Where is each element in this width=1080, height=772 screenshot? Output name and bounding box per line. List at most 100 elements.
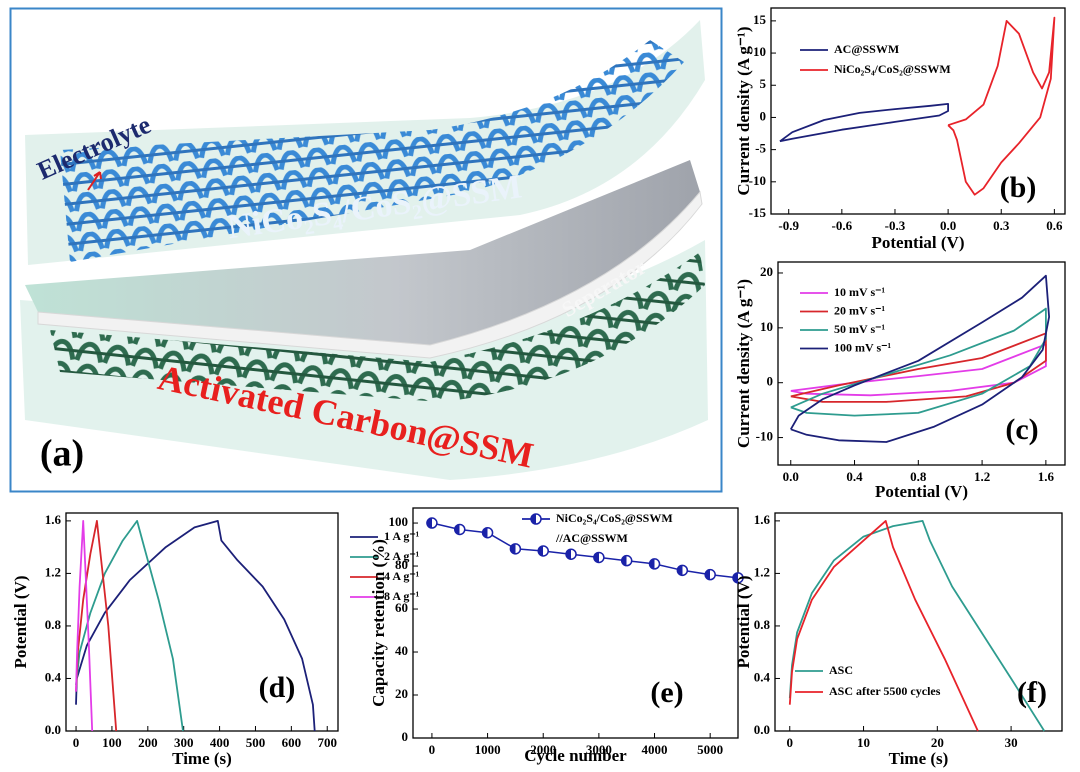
marker (509, 543, 522, 555)
series-line (75, 520, 184, 732)
y-tick-label: 100 (389, 514, 409, 529)
legend-label: 8 A g⁻¹ (384, 589, 420, 603)
x-tick-label: 700 (317, 735, 337, 750)
arrow (87, 171, 102, 191)
marker (593, 551, 605, 564)
y-tick-label: 10 (753, 44, 766, 59)
panel-label: (c) (1005, 413, 1038, 446)
legend-label: ASC after 5500 cycles (829, 684, 941, 698)
x-tick-label: -0.6 (832, 218, 853, 233)
plot-frame (777, 261, 1066, 466)
y-tick-label: 80 (395, 557, 408, 572)
y-tick-label: 0.8 (45, 617, 62, 632)
y-tick-label: 15 (753, 12, 767, 27)
legend-label: 1 A g⁻¹ (384, 529, 420, 543)
x-tick-label: 0 (429, 742, 436, 757)
x-axis-label: Time (s) (889, 749, 949, 768)
marker (426, 517, 438, 529)
x-tick-label: 1000 (475, 742, 501, 757)
y-tick-label: 0 (767, 374, 774, 389)
series-line (790, 274, 1050, 443)
legend-label: AC@SSWM (834, 42, 899, 56)
plot-frame (774, 512, 1063, 732)
y-tick-label: -15 (749, 205, 767, 220)
x-tick-label: 0.8 (910, 469, 927, 484)
y-axis-label: Current density (A g⁻¹) (734, 279, 753, 448)
x-axis-label: Time (s) (172, 749, 232, 768)
x-tick-label: 0 (73, 735, 80, 750)
plot-frame (65, 512, 339, 732)
series-line (790, 332, 1047, 403)
y-tick-label: 1.6 (754, 512, 771, 527)
y-tick-label: -10 (749, 173, 766, 188)
x-tick-label: -0.3 (885, 218, 906, 233)
x-tick-label: 20 (931, 735, 944, 750)
legend-label: //AC@SSWM (555, 531, 628, 545)
panel-label: (f) (1017, 676, 1047, 709)
x-tick-label: 100 (102, 735, 122, 750)
x-tick-label: 1.2 (974, 469, 990, 484)
marker (704, 568, 716, 581)
y-tick-label: 0.0 (754, 722, 770, 737)
legend-label: 50 mV s⁻¹ (834, 322, 885, 336)
marker (453, 523, 466, 536)
y-axis-label: Current density (A g⁻¹) (734, 26, 753, 195)
series-line (790, 343, 1047, 397)
legend-marker (530, 513, 542, 525)
x-tick-label: 200 (138, 735, 158, 750)
y-tick-label: -10 (756, 429, 773, 444)
x-tick-label: 0.6 (1046, 218, 1063, 233)
y-axis-label: Potential (V) (734, 575, 753, 668)
cathode-mesh (60, 40, 684, 262)
y-tick-label: 20 (760, 264, 773, 279)
legend-label: ASC (829, 663, 853, 677)
y-tick-label: 0.8 (754, 617, 771, 632)
marker (676, 564, 689, 577)
legend-label: 10 mV s⁻¹ (834, 285, 885, 299)
legend-label: 100 mV s⁻¹ (834, 340, 891, 354)
series-line (790, 307, 1047, 417)
x-tick-label: 300 (174, 735, 194, 750)
y-tick-label: 10 (760, 319, 773, 334)
panel-label: (d) (259, 671, 296, 704)
y-tick-label: 1.2 (754, 564, 770, 579)
marker (565, 548, 577, 560)
x-tick-label: -0.9 (778, 218, 799, 233)
legend-label: NiCo₂S₄/CoS₂@SSWM (834, 62, 951, 76)
x-tick-label: 1.6 (1038, 469, 1055, 484)
y-tick-label: 0 (760, 108, 767, 123)
plot-frame (412, 507, 739, 739)
y-tick-label: 0 (402, 729, 409, 744)
y-tick-label: 1.6 (45, 512, 62, 527)
x-tick-label: 0.0 (783, 469, 799, 484)
y-tick-label: 1.2 (45, 564, 61, 579)
plot-frame (770, 7, 1066, 215)
series-line (75, 520, 118, 732)
x-tick-label: 400 (210, 735, 230, 750)
y-tick-label: 0.4 (45, 669, 62, 684)
separator-edge (37, 190, 703, 359)
x-tick-label: 10 (857, 735, 870, 750)
legend-label: 4 A g⁻¹ (384, 569, 420, 583)
x-tick-label: 4000 (642, 742, 668, 757)
x-tick-label: 500 (246, 735, 266, 750)
y-tick-label: -5 (755, 141, 766, 156)
x-axis-label: Cycle number (524, 746, 627, 765)
x-tick-label: 0.3 (993, 218, 1010, 233)
anode-mesh (50, 252, 705, 402)
x-tick-label: 5000 (697, 742, 723, 757)
x-axis-label: Potential (V) (875, 482, 968, 501)
series-line (788, 520, 979, 732)
series-line (947, 16, 1056, 196)
marker (481, 526, 494, 539)
x-tick-label: 0 (787, 735, 794, 750)
x-tick-label: 3000 (586, 742, 612, 757)
legend-label: NiCo₂S₄/CoS₂@SSWM (556, 511, 673, 525)
illustration: Electrolyte NiCo₂S₄/CoS₂@SSM Seperator A… (9, 7, 723, 493)
x-tick-label: 600 (282, 735, 302, 750)
marker (537, 545, 549, 557)
y-axis-label: Potential (V) (11, 575, 30, 668)
y-tick-label: 5 (760, 76, 767, 91)
